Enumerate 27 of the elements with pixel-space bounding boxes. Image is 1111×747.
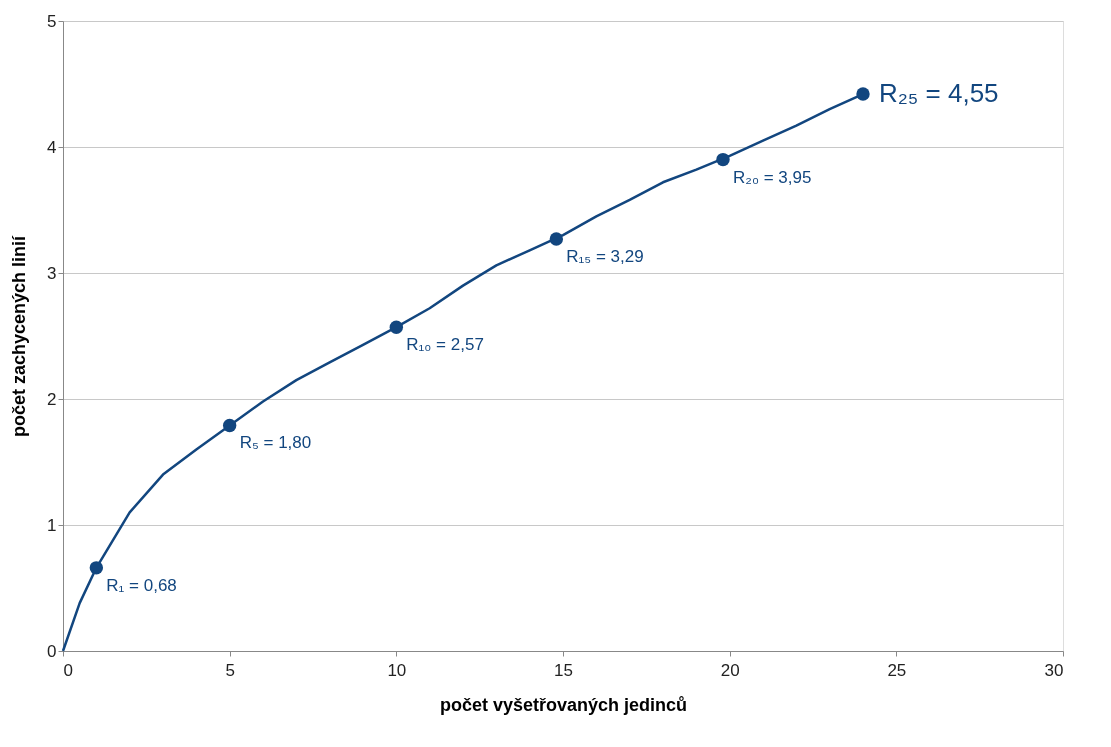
x-tick-label: 20: [720, 660, 740, 680]
point: [549, 232, 564, 246]
annotation: R₁₀ = 2,57: [406, 335, 484, 355]
y-tick-label: 4: [47, 137, 57, 157]
x-tick-label: 5: [225, 660, 235, 680]
x-tick-label: 30: [1044, 660, 1064, 680]
y-tick-label: 2: [47, 389, 57, 409]
y-axis-title: počet zachycených linií: [9, 234, 30, 438]
annotation: R₂₅ = 4,55: [879, 78, 999, 109]
annotation: R₂₀ = 3,95: [733, 167, 812, 187]
x-tick-label: 0: [63, 660, 73, 680]
annotation: R₁₅ = 3,29: [566, 246, 644, 266]
annotation: R₁ = 0,68: [106, 575, 177, 595]
x-tick-label: 10: [387, 660, 407, 680]
point: [856, 87, 870, 101]
point: [389, 320, 404, 334]
y-tick-label: 1: [47, 515, 57, 535]
annotation: R₅ = 1,80: [239, 433, 312, 453]
y-tick-label: 5: [47, 11, 57, 31]
x-tick-label: 25: [887, 660, 907, 680]
x-tick-label: 15: [554, 660, 573, 680]
point: [716, 152, 730, 167]
y-tick-label: 0: [47, 641, 57, 661]
point: [222, 418, 237, 433]
point: [89, 561, 104, 575]
x-axis-title: počet vyšetřovaných jedinců: [439, 694, 688, 715]
y-tick-label: 3: [47, 263, 57, 283]
